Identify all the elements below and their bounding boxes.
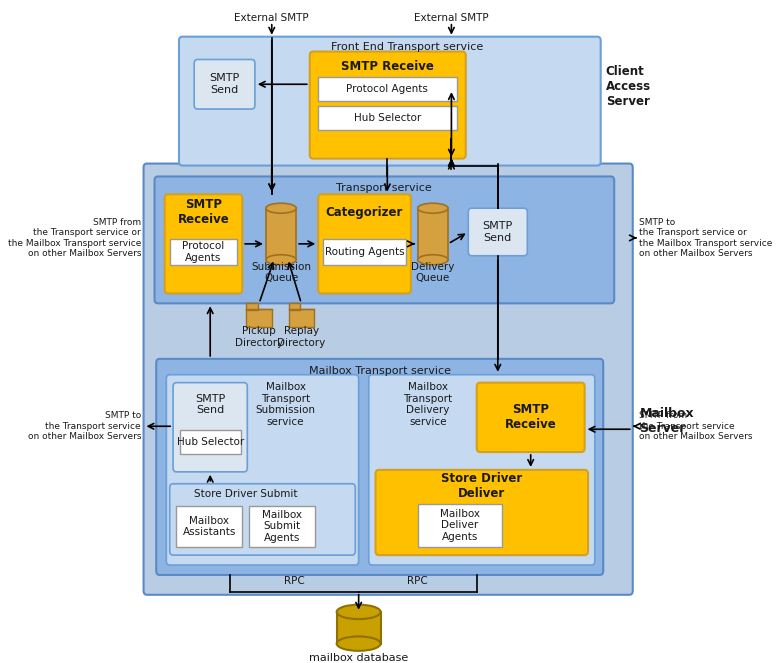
Bar <box>418 208 448 260</box>
Bar <box>180 430 240 454</box>
Text: SMTP
Send: SMTP Send <box>209 74 240 95</box>
Text: Hub Selector: Hub Selector <box>177 437 244 447</box>
Text: Mailbox
Server: Mailbox Server <box>640 407 694 436</box>
Text: SMTP
Send: SMTP Send <box>195 394 226 415</box>
Text: Submission
Queue: Submission Queue <box>251 262 311 283</box>
Text: Store Driver
Deliver: Store Driver Deliver <box>441 472 522 500</box>
Text: SMTP
Send: SMTP Send <box>482 221 513 243</box>
FancyBboxPatch shape <box>468 208 527 256</box>
FancyBboxPatch shape <box>166 375 359 565</box>
Ellipse shape <box>266 204 296 213</box>
Bar <box>323 239 406 265</box>
FancyBboxPatch shape <box>376 470 588 555</box>
FancyBboxPatch shape <box>144 164 633 595</box>
Text: Mailbox Transport service: Mailbox Transport service <box>309 366 450 376</box>
Bar <box>177 506 242 547</box>
Bar <box>289 304 300 310</box>
Ellipse shape <box>337 636 380 651</box>
Text: Pickup
Directory: Pickup Directory <box>235 326 283 348</box>
Text: mailbox database: mailbox database <box>309 653 408 663</box>
Ellipse shape <box>418 255 448 265</box>
Text: Mailbox
Submit
Agents: Mailbox Submit Agents <box>262 510 302 543</box>
Bar <box>266 208 296 260</box>
Text: SMTP to
the Transport service
on other Mailbox Servers: SMTP to the Transport service on other M… <box>27 411 141 441</box>
Text: SMTP from
the Transport service or
the Mailbox Transport service
on other Mailbo: SMTP from the Transport service or the M… <box>8 218 141 258</box>
Text: External SMTP: External SMTP <box>234 13 309 23</box>
Text: External SMTP: External SMTP <box>414 13 489 23</box>
Text: Delivery
Queue: Delivery Queue <box>411 262 454 283</box>
Text: RPC: RPC <box>408 576 428 586</box>
FancyBboxPatch shape <box>173 383 247 472</box>
Bar <box>318 106 457 130</box>
Text: Mailbox
Deliver
Agents: Mailbox Deliver Agents <box>440 509 480 542</box>
Bar <box>249 506 315 547</box>
Text: Front End Transport service: Front End Transport service <box>331 42 483 52</box>
Bar <box>318 78 457 101</box>
Text: SMTP
Receive: SMTP Receive <box>177 198 230 226</box>
Text: SMTP from
the Transport service
on other Mailbox Servers: SMTP from the Transport service on other… <box>640 411 753 441</box>
Bar <box>337 612 380 644</box>
FancyBboxPatch shape <box>318 194 411 294</box>
Text: Store Driver Submit: Store Driver Submit <box>194 489 297 499</box>
Bar <box>247 304 258 310</box>
FancyBboxPatch shape <box>165 194 242 294</box>
Ellipse shape <box>418 204 448 213</box>
Text: Protocol Agents: Protocol Agents <box>346 84 428 94</box>
Text: SMTP to
the Transport service or
the Mailbox Transport service
on other Mailbox : SMTP to the Transport service or the Mai… <box>640 218 773 258</box>
Bar <box>247 308 272 327</box>
Text: Client
Access
Server: Client Access Server <box>606 65 651 108</box>
Bar <box>170 239 237 265</box>
FancyBboxPatch shape <box>179 36 601 166</box>
Text: Replay
Directory: Replay Directory <box>277 326 325 348</box>
Text: Categorizer: Categorizer <box>326 206 403 219</box>
Text: Mailbox
Transport
Delivery
service: Mailbox Transport Delivery service <box>403 382 452 427</box>
Text: Routing Agents: Routing Agents <box>324 247 405 257</box>
Ellipse shape <box>266 255 296 265</box>
FancyBboxPatch shape <box>155 176 614 304</box>
FancyBboxPatch shape <box>170 484 356 555</box>
Text: Transport service: Transport service <box>337 184 433 194</box>
Text: Protocol
Agents: Protocol Agents <box>182 241 225 263</box>
Bar <box>289 308 314 327</box>
Text: SMTP
Receive: SMTP Receive <box>505 403 556 432</box>
FancyBboxPatch shape <box>194 60 255 109</box>
FancyBboxPatch shape <box>156 359 603 575</box>
Bar <box>418 504 502 547</box>
Text: Hub Selector: Hub Selector <box>354 113 421 123</box>
FancyBboxPatch shape <box>310 52 466 158</box>
Text: SMTP Receive: SMTP Receive <box>341 60 434 73</box>
FancyBboxPatch shape <box>477 383 585 452</box>
Text: Mailbox
Transport
Submission
service: Mailbox Transport Submission service <box>255 382 316 427</box>
FancyBboxPatch shape <box>369 375 595 565</box>
Ellipse shape <box>337 605 380 619</box>
Text: RPC: RPC <box>284 576 305 586</box>
Text: Mailbox
Assistants: Mailbox Assistants <box>183 516 236 537</box>
